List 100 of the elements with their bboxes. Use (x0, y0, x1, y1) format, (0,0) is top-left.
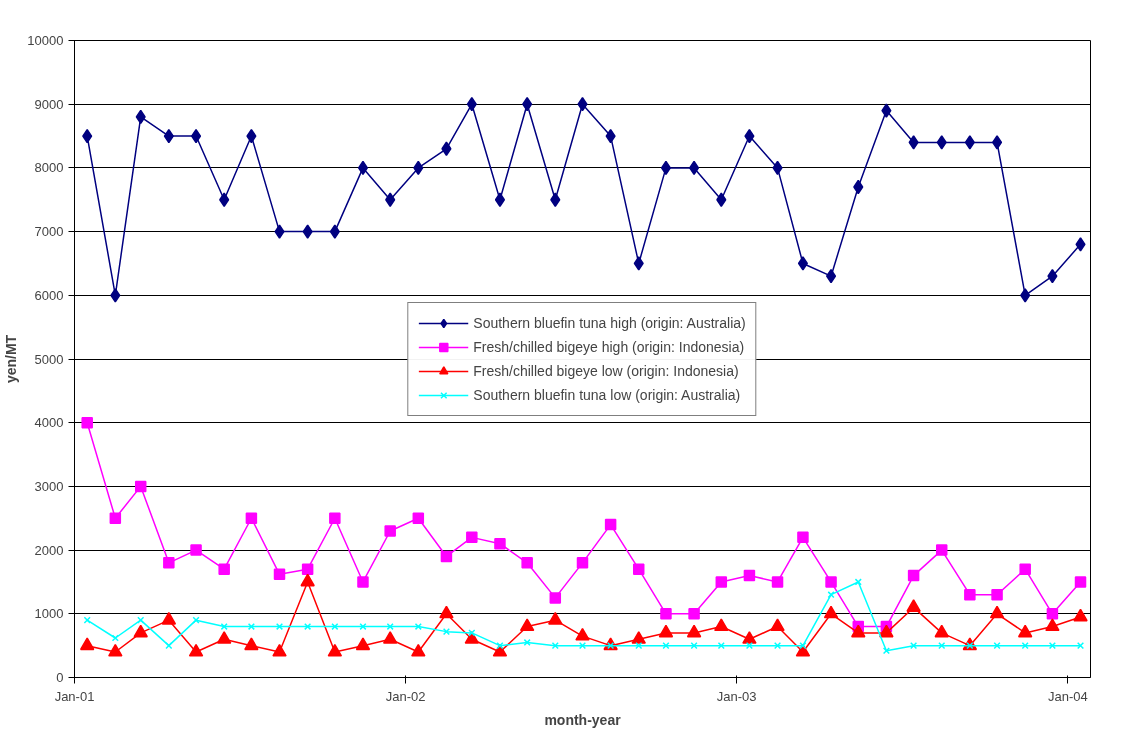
point (797, 531, 809, 544)
point (1048, 642, 1056, 650)
point (881, 103, 892, 118)
point (686, 624, 702, 638)
point (906, 599, 921, 612)
point (519, 618, 535, 632)
point (466, 531, 478, 544)
point (742, 631, 757, 644)
point (108, 643, 123, 657)
point (384, 525, 396, 537)
y-tick-label: 0 (56, 670, 64, 685)
point (109, 512, 122, 524)
point (494, 192, 506, 207)
point (632, 563, 645, 575)
point (1046, 608, 1059, 620)
point (329, 224, 340, 239)
y-tick-label: 8000 (34, 160, 64, 176)
point (300, 573, 315, 587)
point (521, 557, 533, 569)
point (83, 616, 91, 624)
legend-label: Southern bluefin tuna high (origin: Australia) (473, 314, 746, 331)
point (412, 512, 425, 524)
y-tick-label: 2000 (34, 542, 64, 558)
point (910, 642, 918, 650)
point (385, 192, 396, 207)
point (301, 563, 314, 575)
point (218, 563, 230, 575)
legend-label: Southern bluefin tuna low (origin: Australia) (473, 386, 741, 403)
point (825, 576, 837, 588)
x-axis-title: month-year (544, 711, 622, 728)
point (576, 557, 589, 569)
point (464, 631, 480, 644)
point (161, 611, 177, 625)
point (274, 224, 285, 239)
point (745, 642, 753, 650)
point (604, 518, 617, 531)
point (275, 622, 284, 631)
point (1045, 618, 1060, 632)
point (1020, 288, 1031, 303)
point (327, 643, 343, 657)
point (79, 637, 95, 651)
point (1074, 576, 1087, 588)
point (934, 624, 949, 638)
y-tick-label: 10000 (27, 33, 64, 48)
point (1073, 608, 1088, 622)
point (442, 628, 451, 636)
point (908, 135, 919, 150)
point (382, 631, 398, 644)
point (1017, 624, 1033, 638)
y-tick-label: 7000 (34, 224, 64, 240)
x-tick-label: Jan-04 (1047, 688, 1088, 704)
point (879, 624, 894, 638)
point (133, 624, 148, 638)
x-tick-label: Jan-01 (54, 688, 95, 704)
point (851, 624, 866, 638)
point (110, 288, 121, 303)
point (188, 643, 204, 657)
point (658, 624, 674, 638)
point (991, 135, 1003, 150)
point (329, 512, 341, 524)
point (245, 512, 258, 524)
point (81, 416, 93, 429)
point (1019, 563, 1031, 575)
x-tick-label: Jan-02 (385, 688, 426, 704)
point (633, 256, 644, 271)
point (823, 605, 839, 619)
point (1075, 237, 1086, 252)
legend-label: Fresh/chilled bigeye low (origin: Indonesia) (473, 362, 739, 379)
y-tick-label: 1000 (34, 606, 64, 622)
point (355, 637, 371, 651)
point (770, 618, 785, 632)
point (302, 224, 313, 239)
point (359, 622, 367, 631)
point (357, 160, 369, 176)
point (244, 637, 259, 651)
point (935, 544, 948, 556)
point (991, 588, 1003, 601)
point (631, 631, 646, 644)
point (660, 608, 672, 620)
point (219, 192, 230, 207)
legend-label: Fresh/chilled bigeye high (origin: Indonesia) (473, 338, 745, 355)
y-tick-label: 3000 (34, 478, 64, 494)
point (715, 576, 728, 588)
point (411, 643, 426, 657)
point (575, 627, 590, 641)
point (549, 592, 562, 604)
point (357, 576, 369, 588)
point (797, 256, 809, 271)
point (548, 611, 563, 625)
point (550, 192, 561, 207)
point (439, 605, 454, 619)
point (964, 588, 976, 601)
point (216, 631, 232, 644)
y-tick-label: 4000 (34, 415, 64, 431)
point (494, 537, 506, 550)
point (163, 557, 175, 569)
point (272, 643, 287, 657)
point (936, 135, 947, 150)
point (743, 569, 756, 582)
point (714, 618, 729, 632)
